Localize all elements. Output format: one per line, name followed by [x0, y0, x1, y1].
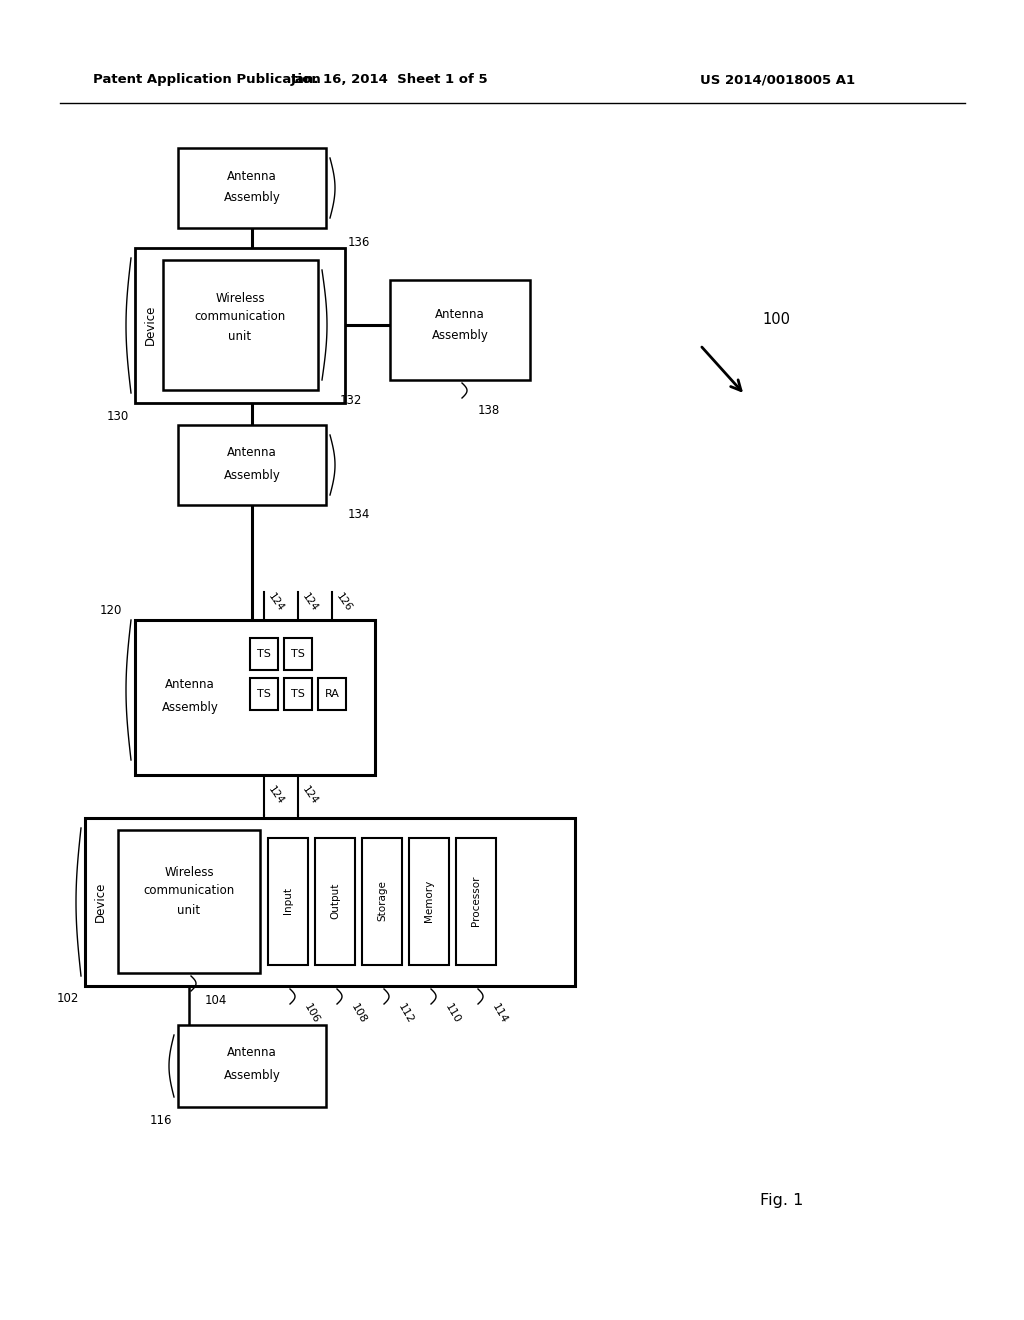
Text: Antenna: Antenna	[165, 678, 215, 692]
Text: Fig. 1: Fig. 1	[760, 1192, 804, 1208]
Text: 114: 114	[490, 1002, 509, 1026]
Text: Device: Device	[93, 882, 106, 923]
Text: 124: 124	[266, 591, 286, 612]
Bar	[85, 818, 575, 986]
Text: TS: TS	[291, 689, 305, 700]
Text: Assembly: Assembly	[162, 701, 218, 714]
Text: Device: Device	[143, 305, 157, 346]
Text: 126: 126	[334, 591, 353, 612]
Bar	[318, 678, 346, 710]
Text: US 2014/0018005 A1: US 2014/0018005 A1	[700, 74, 855, 87]
Bar	[178, 1026, 326, 1107]
Text: Input: Input	[283, 887, 293, 915]
Text: communication: communication	[143, 884, 234, 898]
Text: 124: 124	[300, 784, 319, 807]
Bar	[178, 425, 326, 506]
Bar	[118, 830, 260, 973]
Text: 130: 130	[106, 411, 129, 424]
Text: unit: unit	[177, 903, 201, 916]
Text: 132: 132	[340, 393, 362, 407]
Text: Antenna: Antenna	[227, 169, 276, 182]
Bar	[284, 678, 312, 710]
Text: unit: unit	[228, 330, 252, 342]
Text: Wireless: Wireless	[215, 292, 265, 305]
Text: TS: TS	[257, 649, 271, 659]
Bar	[135, 248, 345, 403]
Text: communication: communication	[195, 310, 286, 323]
Text: Assembly: Assembly	[223, 191, 281, 205]
Text: TS: TS	[291, 649, 305, 659]
Bar	[390, 280, 530, 380]
Bar	[315, 838, 355, 965]
Bar	[409, 838, 449, 965]
Text: Storage: Storage	[377, 880, 387, 921]
Bar	[135, 620, 375, 775]
Text: Antenna: Antenna	[227, 446, 276, 459]
Bar	[250, 678, 278, 710]
Text: 138: 138	[478, 404, 501, 417]
Bar	[456, 838, 496, 965]
Text: Assembly: Assembly	[223, 1068, 281, 1081]
Text: TS: TS	[257, 689, 271, 700]
Text: Memory: Memory	[424, 880, 434, 923]
Text: Processor: Processor	[471, 875, 481, 927]
Text: 106: 106	[302, 1002, 322, 1026]
Text: 104: 104	[205, 994, 227, 1007]
Text: 100: 100	[762, 313, 790, 327]
Text: 110: 110	[443, 1002, 462, 1026]
Bar	[250, 638, 278, 671]
Text: Antenna: Antenna	[227, 1047, 276, 1060]
Text: 116: 116	[150, 1114, 172, 1127]
Bar	[178, 148, 326, 228]
Text: 102: 102	[57, 991, 80, 1005]
Text: 124: 124	[266, 784, 286, 807]
Text: Assembly: Assembly	[223, 469, 281, 482]
Text: 108: 108	[349, 1002, 369, 1026]
Text: Wireless: Wireless	[164, 866, 214, 879]
Text: RA: RA	[325, 689, 339, 700]
Text: Output: Output	[330, 883, 340, 919]
Text: Assembly: Assembly	[431, 330, 488, 342]
Bar	[362, 838, 402, 965]
Text: 124: 124	[300, 591, 319, 612]
Text: 112: 112	[396, 1002, 415, 1026]
Bar	[284, 638, 312, 671]
Bar	[268, 838, 308, 965]
Text: 120: 120	[100, 603, 123, 616]
Text: 136: 136	[348, 235, 371, 248]
Text: 134: 134	[348, 508, 371, 521]
Bar	[163, 260, 318, 389]
Text: Antenna: Antenna	[435, 309, 485, 322]
Text: Patent Application Publication: Patent Application Publication	[93, 74, 321, 87]
Text: Jan. 16, 2014  Sheet 1 of 5: Jan. 16, 2014 Sheet 1 of 5	[291, 74, 488, 87]
